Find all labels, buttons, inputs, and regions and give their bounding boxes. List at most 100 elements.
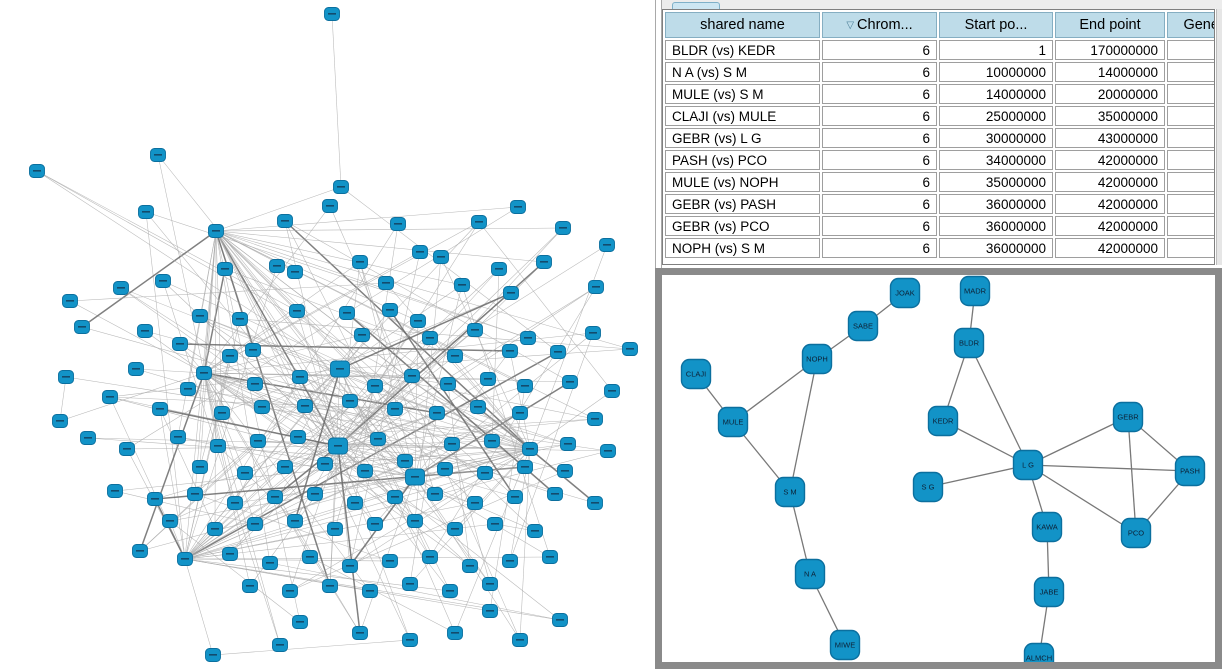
- table-row[interactable]: GEBR (vs) L G6300000004300000016.9: [665, 128, 1214, 148]
- cell-value[interactable]: 25000000: [939, 106, 1053, 126]
- table-row[interactable]: CLAJI (vs) MULE625000000350000005.9: [665, 106, 1214, 126]
- graph-node[interactable]: [328, 437, 348, 455]
- graph-node[interactable]: [107, 484, 123, 498]
- cell-value[interactable]: 6: [822, 84, 937, 104]
- column-header-2[interactable]: Start po...: [939, 12, 1053, 38]
- graph-node[interactable]: [342, 394, 358, 408]
- network-node-NOPH[interactable]: NOPH: [801, 343, 833, 375]
- graph-node[interactable]: [471, 215, 487, 229]
- graph-node[interactable]: [477, 466, 493, 480]
- graph-node[interactable]: [155, 274, 171, 288]
- cell-value[interactable]: 5.9: [1167, 106, 1214, 126]
- graph-node[interactable]: [390, 217, 406, 231]
- graph-node[interactable]: [462, 559, 478, 573]
- cell-value[interactable]: 16.9: [1167, 128, 1214, 148]
- cell-value[interactable]: 20000000: [1055, 84, 1165, 104]
- graph-node[interactable]: [447, 522, 463, 536]
- network-node-MADR[interactable]: MADR: [959, 275, 991, 307]
- graph-node[interactable]: [52, 414, 68, 428]
- graph-node[interactable]: [562, 375, 578, 389]
- graph-node[interactable]: [29, 164, 45, 178]
- cell-value[interactable]: 42000000: [1055, 216, 1165, 236]
- column-header-1[interactable]: ▽ Chrom...: [822, 12, 937, 38]
- graph-node[interactable]: [482, 604, 498, 618]
- graph-node[interactable]: [433, 250, 449, 264]
- graph-node[interactable]: [467, 323, 483, 337]
- graph-node[interactable]: [232, 312, 248, 326]
- graph-node[interactable]: [382, 554, 398, 568]
- network-node-N-A[interactable]: N A: [794, 558, 826, 590]
- graph-node[interactable]: [352, 626, 368, 640]
- graph-node[interactable]: [536, 255, 552, 269]
- graph-node[interactable]: [557, 464, 573, 478]
- graph-node[interactable]: [247, 517, 263, 531]
- graph-node[interactable]: [267, 490, 283, 504]
- graph-node[interactable]: [205, 648, 221, 662]
- cell-value[interactable]: 6: [822, 62, 937, 82]
- graph-node[interactable]: [242, 579, 258, 593]
- cell-value[interactable]: 14000000: [1055, 62, 1165, 82]
- graph-node[interactable]: [222, 349, 238, 363]
- cell-value[interactable]: 35000000: [939, 172, 1053, 192]
- graph-node[interactable]: [333, 180, 349, 194]
- graph-node[interactable]: [287, 514, 303, 528]
- network-node-KEDR[interactable]: KEDR: [927, 405, 959, 437]
- graph-node[interactable]: [119, 442, 135, 456]
- cell-value[interactable]: 170000000: [1055, 40, 1165, 60]
- graph-node[interactable]: [542, 550, 558, 564]
- graph-node[interactable]: [404, 369, 420, 383]
- graph-node[interactable]: [405, 468, 425, 486]
- graph-node[interactable]: [322, 199, 338, 213]
- graph-node[interactable]: [487, 517, 503, 531]
- column-header-4[interactable]: Genetic...: [1167, 12, 1214, 38]
- table-row[interactable]: GEBR (vs) PCO636000000420000008.4: [665, 216, 1214, 236]
- graph-node[interactable]: [272, 638, 288, 652]
- graph-node[interactable]: [527, 524, 543, 538]
- graph-node[interactable]: [247, 377, 263, 391]
- graph-node[interactable]: [588, 280, 604, 294]
- cell-value[interactable]: 36000000: [939, 238, 1053, 258]
- graph-node[interactable]: [177, 552, 193, 566]
- cell-value[interactable]: 6: [822, 128, 937, 148]
- graph-node[interactable]: [382, 303, 398, 317]
- cell-shared-name[interactable]: BLDR (vs) KEDR: [665, 40, 820, 60]
- cell-shared-name[interactable]: N A (vs) S M: [665, 62, 820, 82]
- network-node-CLAJI[interactable]: CLAJI: [680, 358, 712, 390]
- cell-value[interactable]: 11.4: [1167, 150, 1214, 170]
- graph-node[interactable]: [387, 490, 403, 504]
- filtered-network-view[interactable]: JOAK SABE NOPH CLAJI MULE S M N A MIWE MADR BLDR K…: [662, 275, 1215, 662]
- network-node-KAWA[interactable]: KAWA: [1031, 511, 1063, 543]
- column-header-0[interactable]: shared name: [665, 12, 820, 38]
- column-header-3[interactable]: End point: [1055, 12, 1165, 38]
- cell-value[interactable]: 6: [822, 238, 937, 258]
- graph-node[interactable]: [410, 314, 426, 328]
- cell-value[interactable]: 7.5: [1167, 84, 1214, 104]
- graph-node[interactable]: [502, 344, 518, 358]
- graph-node[interactable]: [517, 460, 533, 474]
- graph-node[interactable]: [587, 412, 603, 426]
- graph-node[interactable]: [317, 457, 333, 471]
- graph-node[interactable]: [367, 379, 383, 393]
- graph-node[interactable]: [322, 579, 338, 593]
- graph-node[interactable]: [237, 466, 253, 480]
- network-node-MULE[interactable]: MULE: [717, 406, 749, 438]
- graph-node[interactable]: [507, 490, 523, 504]
- graph-node[interactable]: [491, 262, 507, 276]
- network-node-JOAK[interactable]: JOAK: [889, 277, 921, 309]
- graph-node[interactable]: [222, 547, 238, 561]
- table-row[interactable]: N A (vs) S M610000000140000006.6: [665, 62, 1214, 82]
- graph-node[interactable]: [324, 7, 340, 21]
- graph-node[interactable]: [437, 462, 453, 476]
- network-node-MIWE[interactable]: MIWE: [829, 629, 861, 661]
- graph-node[interactable]: [80, 431, 96, 445]
- cell-value[interactable]: 6: [822, 216, 937, 236]
- graph-node[interactable]: [339, 306, 355, 320]
- graph-node[interactable]: [429, 406, 445, 420]
- graph-node[interactable]: [502, 554, 518, 568]
- graph-node[interactable]: [407, 514, 423, 528]
- graph-node[interactable]: [587, 496, 603, 510]
- graph-node[interactable]: [214, 406, 230, 420]
- graph-node[interactable]: [422, 550, 438, 564]
- network-node-L-G[interactable]: L G: [1012, 449, 1044, 481]
- graph-node[interactable]: [387, 402, 403, 416]
